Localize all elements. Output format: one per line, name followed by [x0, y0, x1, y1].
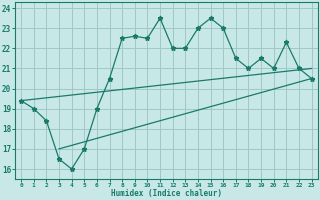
- X-axis label: Humidex (Indice chaleur): Humidex (Indice chaleur): [111, 189, 222, 198]
